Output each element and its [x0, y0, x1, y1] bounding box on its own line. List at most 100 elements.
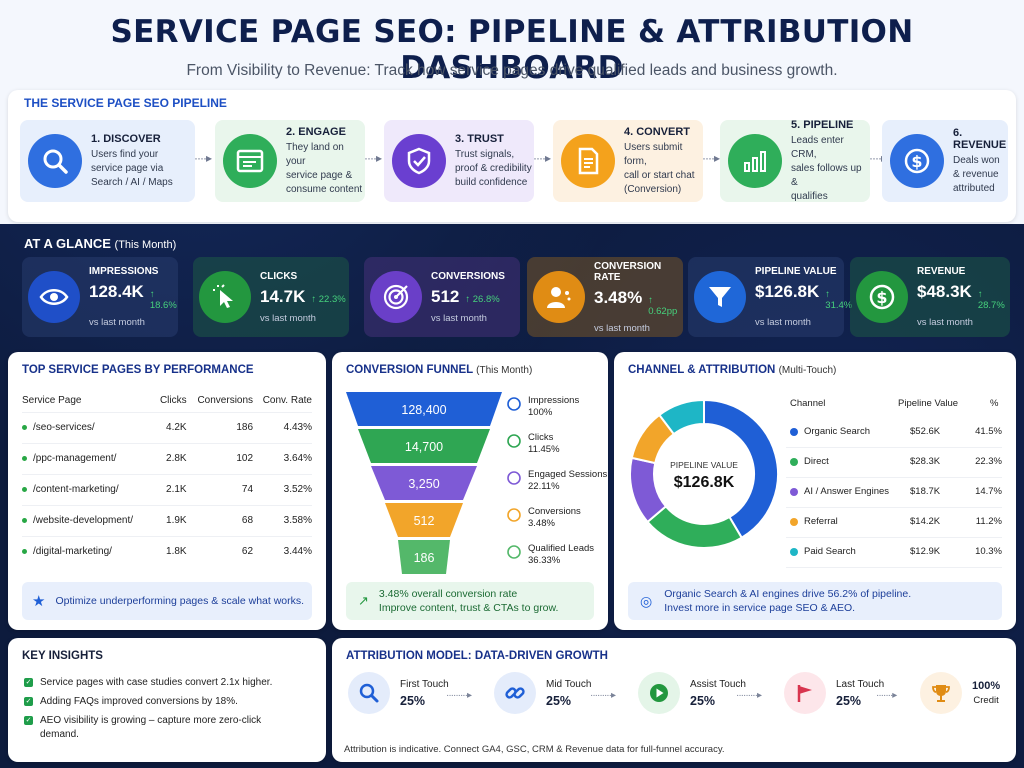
table-row[interactable]: /website-development/ 1.9K 68 3.58% [22, 504, 312, 536]
attribution-arrow: ·········▸ [446, 690, 472, 701]
donut-slice[interactable] [646, 504, 744, 549]
eye-icon [28, 271, 80, 323]
channel-value: $18.7K [910, 486, 941, 497]
table-row[interactable]: /content-marketing/ 2.1K 74 3.52% [22, 473, 312, 505]
table-row[interactable]: /ppc-management/ 2.8K 102 3.64% [22, 442, 312, 474]
channel-pct: 14.7% [975, 486, 1002, 497]
kpi-change: ↑ 28.7% [977, 289, 1005, 311]
flag-icon [784, 672, 826, 714]
attribution-step-assist-touch[interactable]: Assist Touch 25% [638, 672, 746, 714]
attribution-arrow: ·········▸ [590, 690, 616, 701]
kpi-vs: vs last month [260, 312, 316, 324]
cursor-icon [199, 271, 251, 323]
kpi-change: ↑ 26.8% [465, 293, 500, 305]
funnel-segment[interactable] [385, 503, 463, 537]
funnel-stage-label: Clicks [528, 432, 554, 443]
pipeline-stage-pipeline[interactable]: 5. PIPELINE Leads enter CRM, sales follow… [720, 118, 870, 202]
checkbox-icon: ✓ [24, 716, 33, 725]
funnel-value-label: 186 [414, 551, 435, 565]
channel-value: $14.2K [910, 516, 941, 527]
funnel-stage-label: Conversions [528, 506, 581, 517]
trophy-icon [920, 672, 962, 714]
kpi-vs: vs last month [594, 322, 650, 334]
dollar-icon [507, 545, 521, 559]
insights-heading: KEY INSIGHTS [22, 650, 103, 662]
dollar-icon: $ [856, 271, 908, 323]
document-icon [561, 134, 615, 188]
pipeline-stage-convert[interactable]: 4. CONVERT Users submit form, call or sta… [553, 120, 703, 202]
pipeline-stage-trust[interactable]: 3. TRUST Trust signals, proof & credibili… [384, 120, 534, 202]
funnel-segment[interactable] [371, 466, 477, 500]
funnel-value-label: 14,700 [405, 440, 443, 454]
kpi-value: 14.7K [260, 286, 306, 306]
col-header: Clicks [159, 395, 187, 407]
stage-title: 5. PIPELINE [791, 118, 854, 131]
kpi-vs: vs last month [755, 317, 811, 328]
stage-desc: Users find your service page via Search / … [91, 148, 173, 188]
channel-name: Paid Search [804, 546, 856, 557]
table-row[interactable]: /seo-services/ 4.2K 186 4.43% [22, 411, 312, 443]
person-icon [533, 271, 585, 323]
pipeline-arrow: ····▸ [702, 151, 720, 165]
funnel-stage-label: Engaged Sessions [528, 469, 607, 480]
shield-icon [392, 134, 446, 188]
channel-donut-chart [629, 398, 779, 549]
kpi-change: ↑ 0.62pp [648, 294, 678, 317]
kpi-clicks[interactable]: CLICKS 14.7K ↑ 22.3% vs last month [193, 257, 349, 337]
funnel-segment[interactable] [358, 429, 490, 463]
checkbox-icon: ✓ [24, 678, 33, 687]
pipeline-stage-revenue[interactable]: $ 6. REVENUE Deals won & revenue attribute… [882, 120, 1008, 202]
kpi-impressions[interactable]: IMPRESSIONS 128.4K ↑ 18.6% vs last month [22, 257, 178, 337]
pipeline-stage-engage[interactable]: 2. ENGAGE They land on your service page … [215, 120, 365, 202]
magnifier-icon [348, 672, 390, 714]
attribution-step-last-touch[interactable]: Last Touch 25% [784, 672, 884, 714]
table-row[interactable]: /digital-marketing/ 1.8K 62 3.44% [22, 535, 312, 567]
kpi-pipeline-value[interactable]: PIPELINE VALUE $126.8K ↑ 31.4% vs last mo… [688, 257, 852, 337]
channel-col-header: % [990, 398, 999, 409]
channel-row[interactable]: Paid Search $12.9K 10.3% [786, 544, 1002, 568]
top-pages-heading: TOP SERVICE PAGES BY PERFORMANCE [22, 364, 254, 376]
kpi-conversion-rate[interactable]: CONVERSION RATE 3.48% ↑ 0.62pp vs last mo… [527, 257, 683, 337]
stage-title: 1. DISCOVER [91, 132, 161, 145]
col-header: Conv. Rate [262, 395, 312, 407]
page-subtitle: From Visibility to Revenue: Track how se… [186, 62, 838, 79]
attribution-step-mid-touch[interactable]: Mid Touch 25% [494, 672, 591, 714]
funnel-heading: CONVERSION FUNNEL (This Month) [346, 364, 533, 376]
kpi-value: $48.3K [917, 282, 972, 301]
pipeline-stage-discover[interactable]: 1. DISCOVER Users find your service page … [20, 120, 195, 202]
stage-title: 2. ENGAGE [286, 125, 346, 138]
svg-text:$: $ [876, 288, 887, 307]
channel-pct: 22.3% [975, 456, 1002, 467]
play-icon [638, 672, 680, 714]
top-pages-note: ★ Optimize underperforming pages & scale… [22, 582, 312, 620]
kpi-revenue[interactable]: $ REVENUE $48.3K ↑ 28.7% vs last month [850, 257, 1010, 337]
svg-text:$: $ [911, 152, 922, 171]
eye-icon [507, 397, 521, 411]
kpi-vs: vs last month [917, 317, 973, 328]
glance-heading: AT A GLANCE (This Month) [24, 236, 177, 251]
target-icon [370, 271, 422, 323]
channel-row[interactable]: AI / Answer Engines $18.7K 14.7% [786, 484, 1002, 508]
funnel-panel: CONVERSION FUNNEL (This Month) 128,400 Im… [332, 352, 608, 630]
channel-row[interactable]: Organic Search $52.6K 41.5% [786, 424, 1002, 448]
target-icon: ◎ [640, 592, 653, 609]
funnel-segment[interactable] [346, 392, 502, 426]
kpi-conversions[interactable]: CONVERSIONS 512 ↑ 26.8% vs last month [364, 257, 520, 337]
channel-name: AI / Answer Engines [804, 486, 890, 497]
top-pages-table: Service Page Clicks Conversions Conv. Ra… [22, 390, 312, 567]
kpi-label: CLICKS [260, 270, 298, 282]
attribution-step-first-touch[interactable]: First Touch 25% [348, 672, 449, 714]
stage-title: 4. CONVERT [624, 125, 691, 138]
funnel-segment[interactable] [398, 540, 450, 574]
channel-value: $28.3K [910, 456, 941, 467]
kpi-value: 128.4K [89, 282, 144, 301]
stage-desc: Users submit form, call or start chat (Con… [624, 141, 695, 195]
channel-name: Direct [804, 456, 829, 467]
donut-slice[interactable] [657, 398, 705, 436]
channel-name: Referral [804, 516, 838, 527]
dollar-icon: $ [890, 134, 944, 188]
funnel-value-label: 512 [414, 514, 435, 528]
channel-pct: 11.2% [975, 516, 1002, 527]
channel-row[interactable]: Referral $14.2K 11.2% [786, 514, 1002, 538]
channel-row[interactable]: Direct $28.3K 22.3% [786, 454, 1002, 478]
